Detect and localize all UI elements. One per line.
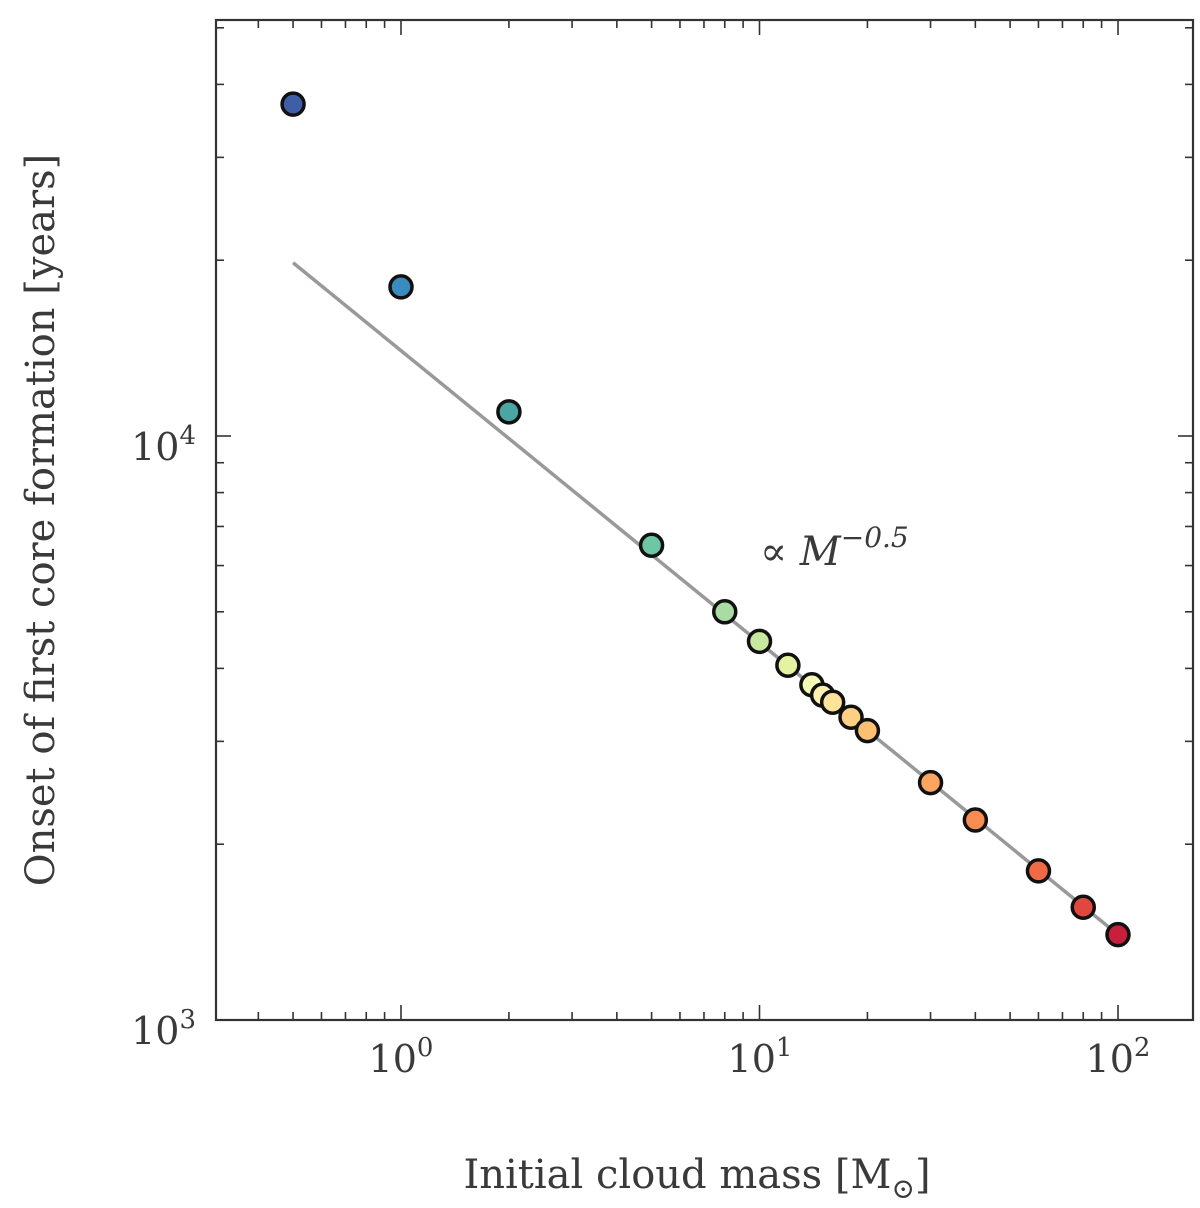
y-tick-labels: 103 104 [131, 421, 196, 1053]
y-tick-label-1000: 103 [131, 1005, 196, 1053]
x-tick-label-1: 100 [369, 1033, 434, 1081]
fit-annotation: ∝ M−0.5 [760, 521, 909, 575]
data-point [962, 807, 989, 833]
data-point [1105, 921, 1131, 948]
x-tick-label-10: 101 [728, 1033, 793, 1081]
data-point [819, 689, 846, 716]
data-point [388, 274, 414, 300]
y-tick-label-10000: 104 [131, 421, 196, 469]
data-point [746, 628, 773, 655]
x-tick-labels: 100 101 102 [369, 1033, 1151, 1081]
data-points [280, 91, 1131, 948]
data-point [496, 399, 522, 425]
data-point [712, 599, 738, 625]
minor-ticks [216, 20, 1193, 1020]
fit-line [291, 261, 1120, 937]
data-point [280, 91, 306, 117]
major-ticks [216, 20, 1193, 1021]
x-tick-label-100: 102 [1086, 1033, 1151, 1081]
data-point [917, 769, 944, 796]
data-point [1025, 858, 1052, 884]
data-point [838, 704, 864, 730]
data-point [775, 652, 801, 678]
y-axis-title: Onset of first core formation [years] [18, 154, 64, 886]
data-point [1070, 894, 1097, 920]
data-point [638, 532, 665, 559]
data-point [854, 717, 881, 744]
x-axis-title: Initial cloud mass [M⊙] [463, 1152, 930, 1205]
